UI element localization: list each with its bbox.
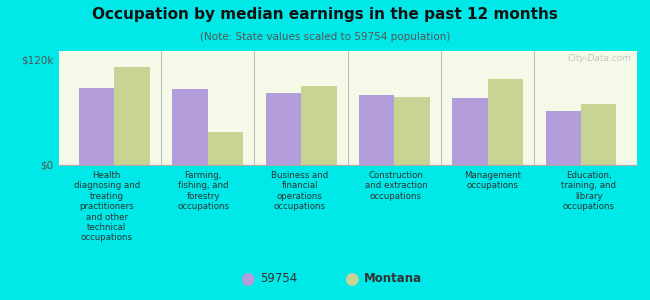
Text: Education,
training, and
library
occupations: Education, training, and library occupat… [562,171,616,211]
Text: City-Data.com: City-Data.com [567,54,631,63]
Text: (Note: State values scaled to 59754 population): (Note: State values scaled to 59754 popu… [200,32,450,41]
Bar [172,89,208,165]
Bar [545,111,581,165]
Text: Management
occupations: Management occupations [464,171,521,190]
Bar [581,103,616,165]
Text: 59754: 59754 [260,272,297,286]
Bar [208,132,243,165]
Text: ●: ● [344,270,358,288]
Text: Business and
financial
operations
occupations: Business and financial operations occupa… [271,171,328,211]
Bar [114,67,150,165]
Text: Farming,
fishing, and
forestry
occupations: Farming, fishing, and forestry occupatio… [177,171,229,211]
Bar [79,88,114,165]
Bar [266,93,301,165]
Text: Occupation by median earnings in the past 12 months: Occupation by median earnings in the pas… [92,8,558,22]
Text: ●: ● [240,270,254,288]
Bar [395,97,430,165]
Text: Montana: Montana [364,272,422,286]
Bar [488,79,523,165]
Bar [359,95,395,165]
Bar [301,86,337,165]
Text: Health
diagnosing and
treating
practitioners
and other
technical
occupations: Health diagnosing and treating practitio… [73,171,140,242]
Bar [452,98,488,165]
Text: Construction
and extraction
occupations: Construction and extraction occupations [365,171,427,201]
